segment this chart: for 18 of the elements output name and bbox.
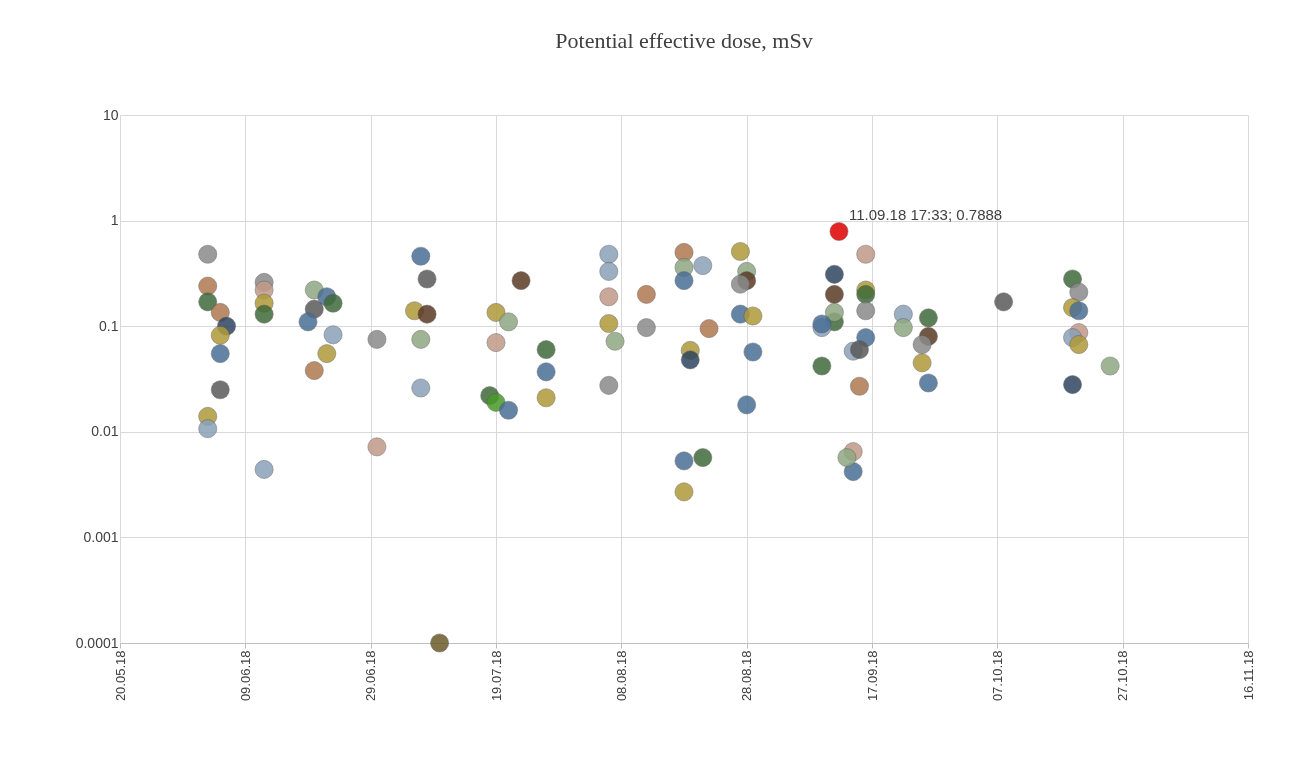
x-tick-label: 16.11.18 bbox=[1240, 650, 1256, 701]
y-tick-label: 0.1 bbox=[99, 317, 119, 334]
x-tick-label: 17.09.18 bbox=[864, 650, 880, 702]
chart-title: Potential effective dose, mSv bbox=[555, 28, 813, 53]
x-tick-label: 19.07.18 bbox=[488, 650, 504, 702]
x-tick-label: 29.06.18 bbox=[363, 650, 379, 702]
x-tick-label: 20.05.18 bbox=[112, 650, 128, 702]
x-tick-label: 08.08.18 bbox=[613, 650, 629, 702]
x-tick-label: 09.06.18 bbox=[237, 650, 253, 702]
x-tick-label: 27.10.18 bbox=[1115, 650, 1131, 702]
x-tick-label: 07.10.18 bbox=[989, 650, 1005, 702]
y-tick-label: 0.0001 bbox=[75, 634, 119, 651]
annotation: 11.09.18 17:33; 0.7888 bbox=[848, 206, 1003, 224]
y-tick-label: 10 bbox=[102, 106, 119, 123]
x-tick-label: 28.08.18 bbox=[739, 650, 755, 702]
y-tick-label: 1 bbox=[110, 212, 119, 229]
y-tick-label: 0.001 bbox=[83, 528, 119, 545]
y-tick-label: 0.01 bbox=[91, 423, 119, 440]
